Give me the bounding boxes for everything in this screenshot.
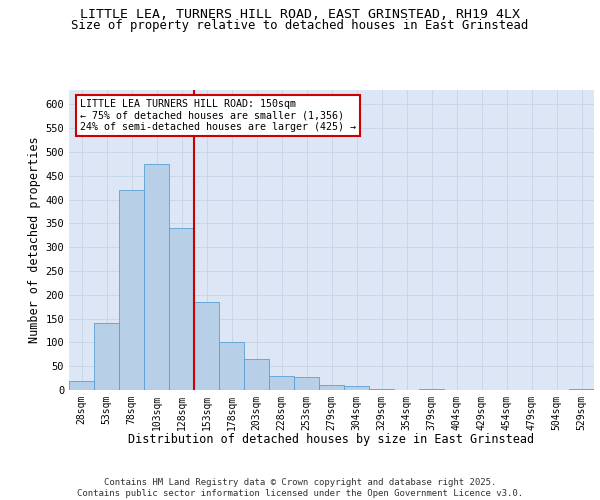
Bar [294, 376, 319, 390]
Text: Size of property relative to detached houses in East Grinstead: Size of property relative to detached ho… [71, 18, 529, 32]
Bar [169, 228, 194, 390]
Bar [269, 376, 294, 390]
Bar [194, 302, 219, 390]
X-axis label: Distribution of detached houses by size in East Grinstead: Distribution of detached houses by size … [128, 433, 535, 446]
Y-axis label: Number of detached properties: Number of detached properties [28, 136, 41, 344]
Text: Contains HM Land Registry data © Crown copyright and database right 2025.
Contai: Contains HM Land Registry data © Crown c… [77, 478, 523, 498]
Bar [344, 386, 369, 390]
Bar [369, 389, 394, 390]
Bar [69, 382, 94, 390]
Text: LITTLE LEA TURNERS HILL ROAD: 150sqm
← 75% of detached houses are smaller (1,356: LITTLE LEA TURNERS HILL ROAD: 150sqm ← 7… [79, 99, 355, 132]
Bar [569, 389, 594, 390]
Bar [319, 385, 344, 390]
Bar [419, 389, 444, 390]
Bar [219, 342, 244, 390]
Bar [119, 190, 144, 390]
Bar [94, 324, 119, 390]
Bar [244, 359, 269, 390]
Text: LITTLE LEA, TURNERS HILL ROAD, EAST GRINSTEAD, RH19 4LX: LITTLE LEA, TURNERS HILL ROAD, EAST GRIN… [80, 8, 520, 20]
Bar [144, 164, 169, 390]
